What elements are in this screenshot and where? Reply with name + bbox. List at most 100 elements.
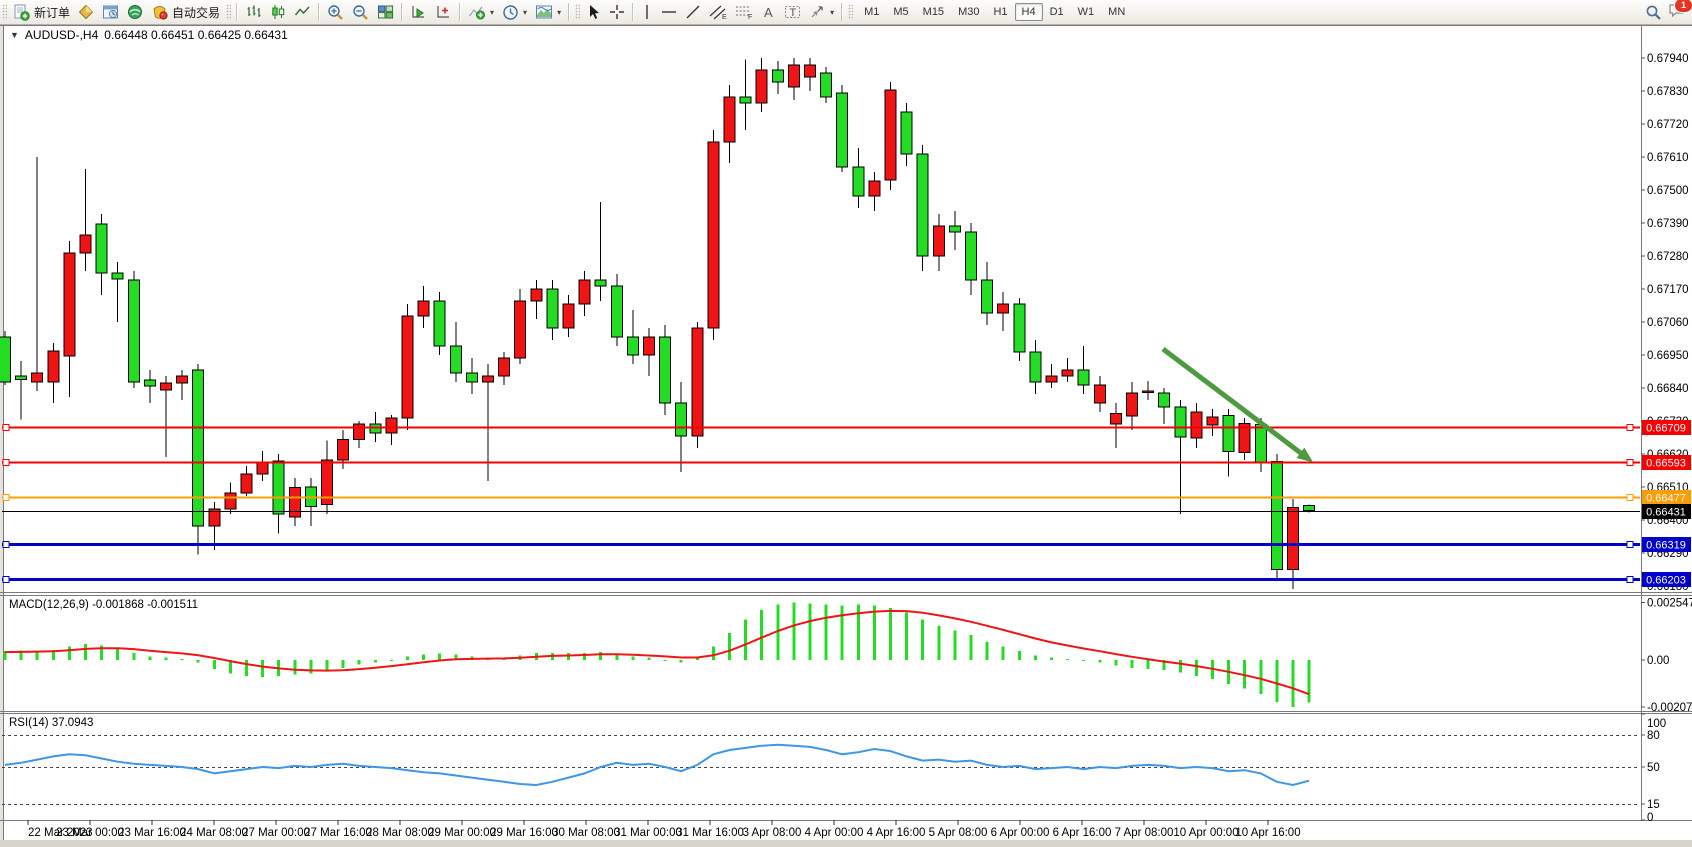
channel-tool-button[interactable]: E [705,1,731,23]
svg-text:0.66203: 0.66203 [1646,575,1686,587]
market-watch-button[interactable] [98,1,123,23]
svg-text:31 Mar 00:00: 31 Mar 00:00 [614,827,682,839]
horizontal-line-tool-button[interactable] [657,1,681,23]
svg-text:E: E [722,14,727,20]
svg-text:23 Mar 00:00: 23 Mar 00:00 [56,827,124,839]
toolbar-separator [318,3,321,21]
price-tag-0.66203: 0.66203 [1642,572,1691,587]
navigator-button[interactable] [123,1,147,23]
price-tag-0.66593: 0.66593 [1642,455,1691,470]
indicators-caret-icon[interactable]: ▾ [490,7,495,17]
periods-caret-icon[interactable]: ▾ [523,7,528,17]
toolbar-separator [632,3,635,21]
line-chart-mode-button[interactable] [290,1,315,23]
timeframe-button-h1[interactable]: H1 [993,6,1008,18]
search-icon[interactable] [1645,4,1662,21]
timeframe-button-d1[interactable]: D1 [1049,6,1064,18]
arrows-caret-icon[interactable]: ▾ [830,7,835,17]
price-tag-0.66709: 0.66709 [1642,420,1691,435]
templates-caret-icon[interactable]: ▾ [557,7,562,17]
vertical-line-tool-button[interactable] [637,1,657,23]
price-tag-0.66431: 0.66431 [1642,504,1691,519]
hline-handle [1626,424,1634,431]
template-image-icon [536,5,553,19]
one-click-toggle-icon[interactable]: ▼ [10,30,19,40]
periods-button[interactable]: ▾ [498,1,531,23]
zoom-out-button[interactable] [348,1,373,23]
fibonacci-icon: F [736,6,752,20]
horizontal-line-objects[interactable]: 0.66709 0.66593 0.66477 0.66431 0.66319 0.662… [2,420,1691,587]
arrows-tool-button[interactable]: ▾ [805,1,838,23]
svg-text:0.66950: 0.66950 [1647,350,1689,362]
toolbar-right-group: 1 [1645,0,1692,24]
timeframe-button-h4[interactable]: H4 [1014,3,1043,21]
templates-button[interactable]: ▾ [531,1,565,23]
horizontal-line-icon [662,11,677,13]
bar-chart-mode-button[interactable] [241,1,266,23]
autotrade-button[interactable]: 自动交易 [147,1,224,23]
candlestick-mode-button[interactable] [266,1,290,23]
toolbar-grip [2,4,7,20]
tile-windows-button[interactable] [373,1,398,23]
notifications-button[interactable]: 1 [1668,0,1692,23]
svg-text:0.66431: 0.66431 [1646,507,1686,519]
autotrade-icon [153,6,168,20]
svg-text:0.67390: 0.67390 [1647,218,1689,230]
timeframe-button-m5[interactable]: M5 [893,6,909,18]
autotrade-label: 自动交易 [172,5,221,20]
vertical-line-icon [646,5,648,19]
toolbar-grip [226,4,232,20]
svg-text:0.67720: 0.67720 [1647,119,1689,131]
new-order-icon [14,4,30,21]
timeframe-button-m15[interactable]: M15 [922,6,945,18]
tile-windows-icon [378,5,394,19]
svg-text:5 Apr 08:00: 5 Apr 08:00 [929,827,988,839]
timeframe-button-m1[interactable]: M1 [864,6,880,18]
indicators-button[interactable]: ▾ [464,1,498,23]
timeframe-button-mn[interactable]: MN [1108,6,1126,18]
macd-panel: 0.002547 0.00 -0.002079 MACD(12,26,9) -0.00… [3,597,1692,714]
profile-button[interactable] [74,1,98,23]
trend-arrow[interactable] [1161,347,1314,463]
svg-text:0.66709: 0.66709 [1646,423,1686,435]
line-chart-icon [294,6,310,16]
svg-text:23 Mar 16:00: 23 Mar 16:00 [118,827,186,839]
timeframe-button-m30[interactable]: M30 [958,6,980,18]
auto-arrange-icon [412,6,425,18]
text-label-icon: T [785,6,801,19]
hline-handle [2,541,10,548]
svg-text:27 Mar 16:00: 27 Mar 16:00 [304,827,372,839]
auto-arrange-button[interactable] [406,1,431,23]
zoom-in-button[interactable] [323,1,348,23]
cursor-tool-button[interactable] [582,1,605,23]
svg-text:0.67610: 0.67610 [1647,152,1689,164]
svg-text:10 Apr 16:00: 10 Apr 16:00 [1235,827,1300,839]
zoom-in-icon [328,4,343,20]
toolbar-separator [401,3,404,21]
notification-badge: 1 [1674,0,1692,13]
price-axis: 0.67940 0.67830 0.67720 0.67610 0.67500 0.673… [1641,53,1689,593]
toolbar: 新订单 自动交易 [0,0,1692,25]
svg-text:100: 100 [1647,718,1666,730]
toolbar-separator [568,3,571,21]
text-label-tool-button[interactable]: T [780,1,805,23]
trendline-icon [686,5,700,19]
fibonacci-tool-button[interactable]: F [731,1,757,23]
svg-text:6 Apr 16:00: 6 Apr 16:00 [1053,827,1112,839]
hline-handle [1626,541,1634,548]
chart-ohlc-readout: 0.66448 0.66451 0.66425 0.66431 [104,28,288,42]
stop-profile-button[interactable] [431,1,456,23]
rsi-label: RSI(14) 37.0943 [9,717,93,729]
text-tool-button[interactable]: A [757,1,780,23]
hline-handle [2,424,10,431]
svg-text:0.00: 0.00 [1647,655,1669,667]
chart-title: ▼ AUDUSD-,H4 0.66448 0.66451 0.66425 0.6… [10,28,288,42]
svg-text:7 Apr 08:00: 7 Apr 08:00 [1115,827,1174,839]
equidistant-channel-icon: E [709,5,727,20]
trendline-tool-button[interactable] [681,1,705,23]
crosshair-tool-button[interactable] [605,1,629,23]
timeframe-button-w1[interactable]: W1 [1077,6,1095,18]
new-order-button[interactable]: 新订单 [9,1,74,23]
